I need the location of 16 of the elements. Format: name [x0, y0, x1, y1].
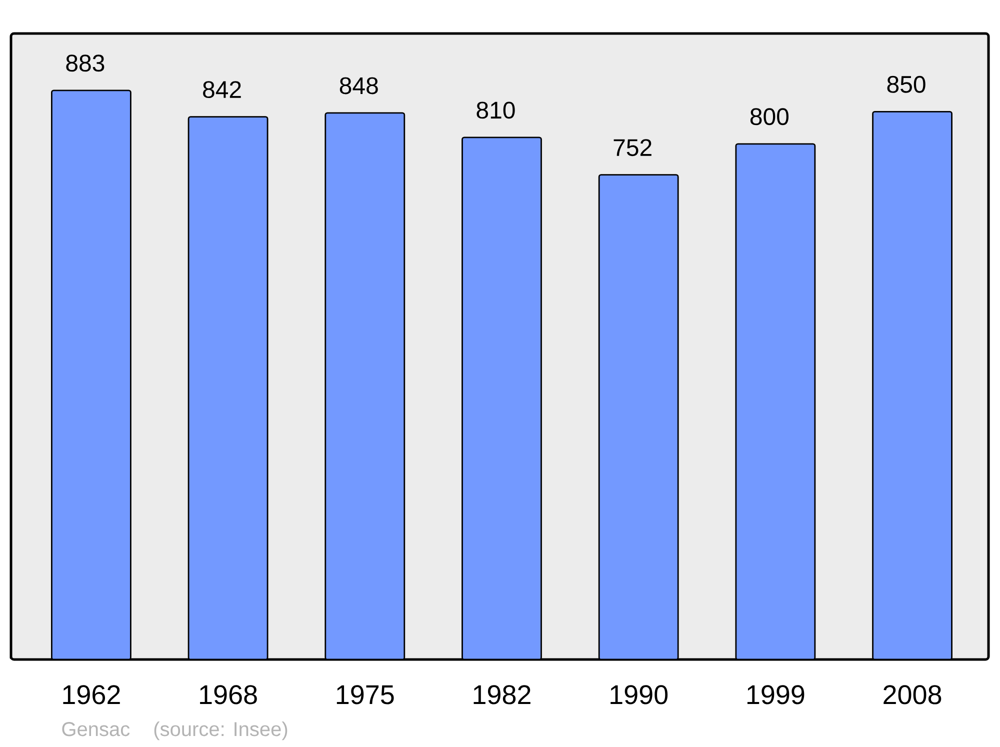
- data-label: 842: [203, 81, 241, 98]
- x-tick-label: 1982: [474, 685, 530, 704]
- data-label: 883: [66, 54, 104, 72]
- data-label: 848: [340, 77, 378, 94]
- data-label: 752: [614, 139, 652, 156]
- x-tick-label: 1990: [610, 685, 668, 704]
- text: Gensac: [62, 722, 130, 736]
- x-tick-label: 1968: [200, 685, 257, 704]
- x-tick-label: 1999: [747, 685, 804, 704]
- x-tick-label: 2008: [884, 685, 942, 704]
- x-tick-label: 1962: [63, 685, 120, 704]
- data-label: 850: [887, 76, 926, 93]
- text: (source: Insee): [154, 722, 288, 740]
- data-label: 810: [476, 102, 515, 119]
- data-label: 800: [750, 108, 789, 126]
- x-tick-label: 1975: [336, 685, 394, 704]
